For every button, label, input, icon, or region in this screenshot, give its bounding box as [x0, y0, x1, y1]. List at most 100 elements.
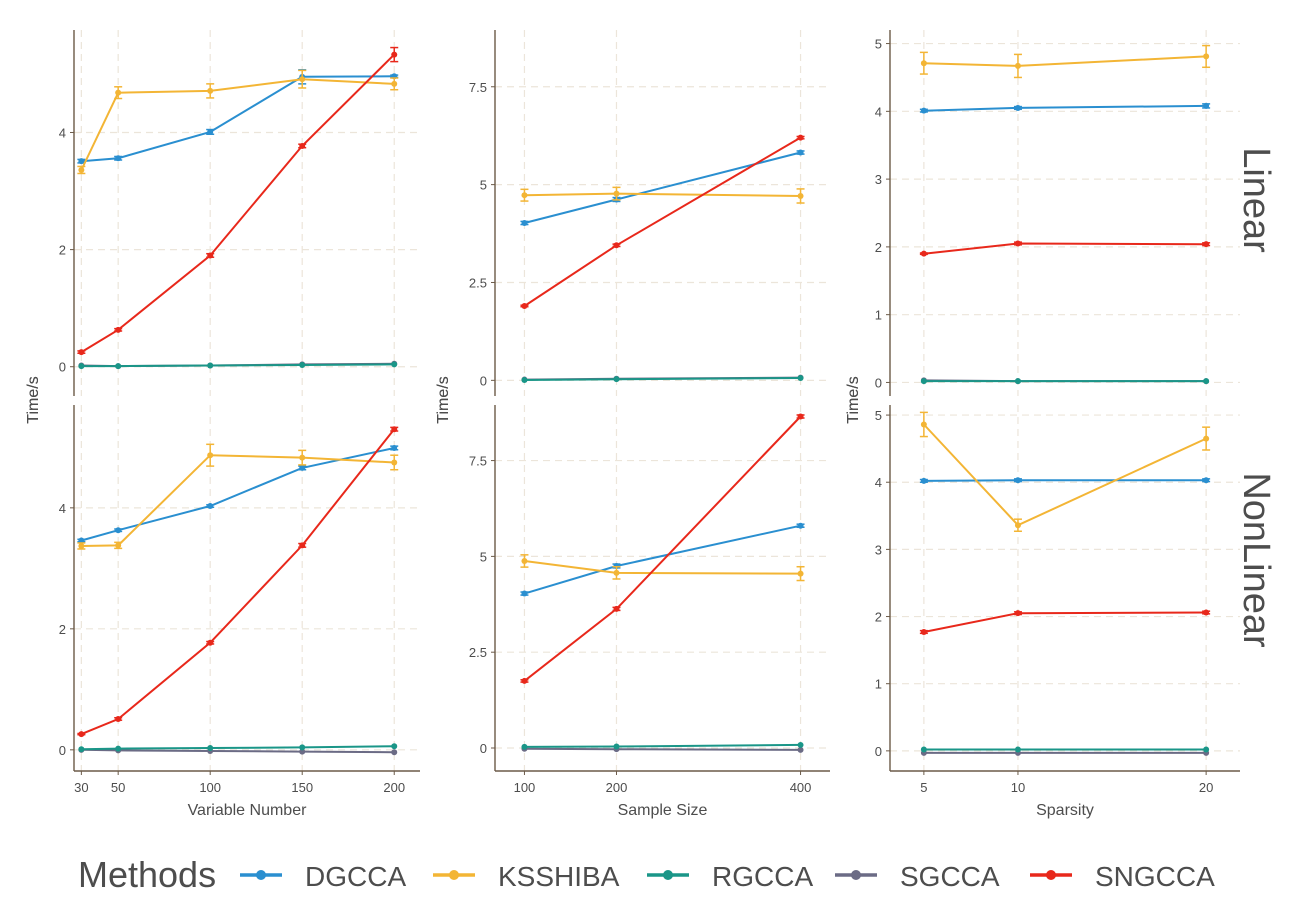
data-point-sngcca [920, 250, 927, 257]
data-point-rgcca [391, 361, 398, 368]
series-rgcca [920, 746, 1210, 753]
legend-label: DGCCA [305, 861, 406, 892]
legend-key-point [851, 870, 861, 880]
data-point-ksshiba [391, 80, 398, 87]
data-point-rgcca [207, 362, 214, 369]
series-dgcca [77, 444, 399, 544]
legend-key-point [449, 870, 459, 880]
series-line-dgcca [923, 104, 1207, 112]
y-tick-label: 1 [875, 308, 882, 323]
data-point-sngcca [78, 731, 85, 738]
series-dgcca [919, 477, 1211, 484]
x-axis-title: Variable Number [188, 802, 308, 819]
data-point-ksshiba [920, 421, 927, 428]
data-point-rgcca [1203, 746, 1210, 753]
series-line-dgcca [524, 151, 801, 224]
data-point-rgcca [1014, 378, 1021, 385]
data-point-dgcca [299, 464, 306, 471]
series-ksshiba [520, 554, 805, 582]
x-tick-label: 100 [514, 780, 536, 795]
series-dgcca [77, 69, 399, 165]
series-sngcca [520, 413, 805, 684]
y-tick-label: 2 [59, 622, 66, 637]
legend-title: Methods [78, 854, 216, 895]
data-point-dgcca [391, 444, 398, 451]
series-line-sngcca [81, 428, 395, 736]
y-tick-label: 0 [480, 741, 487, 756]
legend-key-point [1046, 870, 1056, 880]
data-point-rgcca [797, 374, 804, 381]
y-tick-label: 2 [59, 243, 66, 258]
series-line-dgcca [81, 75, 395, 163]
series-ksshiba [77, 443, 399, 550]
series-line-ksshiba [524, 560, 801, 575]
gridlines [495, 30, 830, 396]
data-point-sngcca [613, 605, 620, 612]
data-point-rgcca [207, 745, 214, 752]
series-ksshiba [919, 411, 1211, 533]
data-point-rgcca [613, 743, 620, 750]
panel-nonlinear-sample-size: 0 2.5 5 7.5 Time/s 100 200 400 Sample Size [435, 376, 830, 819]
panel-linear-variable-number: 0 2 4 Time/s [25, 30, 420, 424]
y-axis-title: Time/s [435, 376, 452, 423]
x-tick-label: 200 [606, 780, 628, 795]
y-tick-label: 5 [875, 408, 882, 423]
x-tick-label: 30 [74, 780, 88, 795]
data-point-sngcca [920, 628, 927, 635]
y-tick-label: 1 [875, 677, 882, 692]
y-tick-label: 2.5 [469, 275, 487, 290]
series-sngcca [919, 240, 1211, 257]
x-tick-label: 5 [920, 780, 927, 795]
legend-label: SGCCA [900, 861, 1000, 892]
data-point-sngcca [1203, 609, 1210, 616]
y-axis-title: Time/s [25, 376, 42, 423]
data-point-rgcca [1203, 378, 1210, 385]
legend-label: SNGCCA [1095, 861, 1215, 892]
y-axis-title: Time/s [845, 376, 862, 423]
data-point-rgcca [797, 741, 804, 748]
data-point-sngcca [1014, 610, 1021, 617]
data-point-rgcca [78, 363, 85, 370]
data-point-sgcca [797, 746, 804, 753]
data-point-ksshiba [613, 569, 620, 576]
data-point-sngcca [391, 51, 398, 58]
y-tick-label: 0 [480, 373, 487, 388]
y-tick-label: 0 [875, 375, 882, 390]
facet-row-label-nonlinear: NonLinear [1235, 472, 1277, 648]
y-tick-label: 3 [875, 542, 882, 557]
y-tick-label: 4 [59, 501, 66, 516]
series-line-ksshiba [923, 423, 1207, 527]
data-point-ksshiba [299, 454, 306, 461]
data-point-ksshiba [207, 452, 214, 459]
data-point-ksshiba [299, 76, 306, 83]
x-tick-label: 50 [111, 780, 125, 795]
series-rgcca [521, 374, 804, 383]
data-point-dgcca [78, 158, 85, 165]
data-point-rgcca [613, 376, 620, 383]
y-tick-label: 4 [875, 475, 882, 490]
y-tick-label: 4 [59, 125, 66, 140]
data-point-dgcca [1014, 104, 1021, 111]
legend-key-point [663, 870, 673, 880]
legend-item-dgcca: DGCCA [240, 861, 406, 892]
data-point-sngcca [115, 715, 122, 722]
data-point-rgcca [920, 746, 927, 753]
series-line-dgcca [81, 447, 395, 542]
data-point-dgcca [920, 477, 927, 484]
series-line-dgcca [923, 479, 1207, 482]
data-point-sngcca [207, 252, 214, 259]
data-point-dgcca [797, 522, 804, 529]
data-point-rgcca [1014, 746, 1021, 753]
y-tick-label: 0 [59, 743, 66, 758]
data-point-ksshiba [391, 459, 398, 466]
series-rgcca [78, 361, 398, 370]
data-point-sngcca [299, 142, 306, 149]
data-point-ksshiba [78, 542, 85, 549]
y-tick-label: 7.5 [469, 454, 487, 469]
x-axis-title: Sparsity [1036, 802, 1094, 819]
data-point-sngcca [1014, 240, 1021, 247]
data-point-dgcca [78, 537, 85, 544]
y-tick-label: 4 [875, 104, 882, 119]
y-tick-label: 7.5 [469, 80, 487, 95]
